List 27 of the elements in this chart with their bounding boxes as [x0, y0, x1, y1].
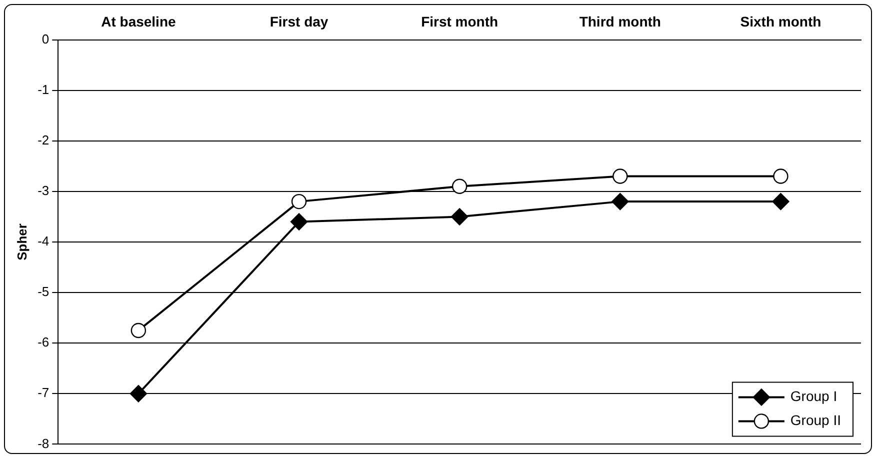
x-tick-label: At baseline — [101, 13, 176, 30]
y-tick-label: -2 — [38, 132, 50, 148]
point — [452, 178, 468, 194]
point — [130, 385, 148, 402]
y-tick-label: -3 — [38, 183, 50, 198]
x-tick-label: First day — [270, 13, 328, 30]
point — [130, 322, 146, 338]
point — [291, 194, 307, 210]
y-tick-label: -5 — [38, 284, 50, 300]
legend-label: Group II — [790, 412, 842, 428]
point — [290, 213, 308, 230]
x-tick-label: Third month — [579, 13, 661, 30]
y-tick-label: -7 — [38, 385, 50, 400]
legend-label: Group I — [790, 388, 838, 404]
y-tick-label: -6 — [38, 334, 50, 350]
x-tick-label: Sixth month — [740, 13, 822, 30]
point — [612, 192, 629, 210]
point — [612, 168, 628, 184]
y-tick-label: -8 — [38, 436, 50, 451]
point — [450, 208, 468, 226]
y-axis-title: Spher — [14, 224, 30, 260]
point — [772, 192, 790, 210]
y-tick-label: 0 — [42, 31, 50, 46]
point — [773, 168, 788, 184]
y-tick-label: -1 — [38, 82, 50, 97]
x-tick-label: First month — [421, 13, 498, 30]
y-tick-label: -4 — [38, 234, 50, 249]
